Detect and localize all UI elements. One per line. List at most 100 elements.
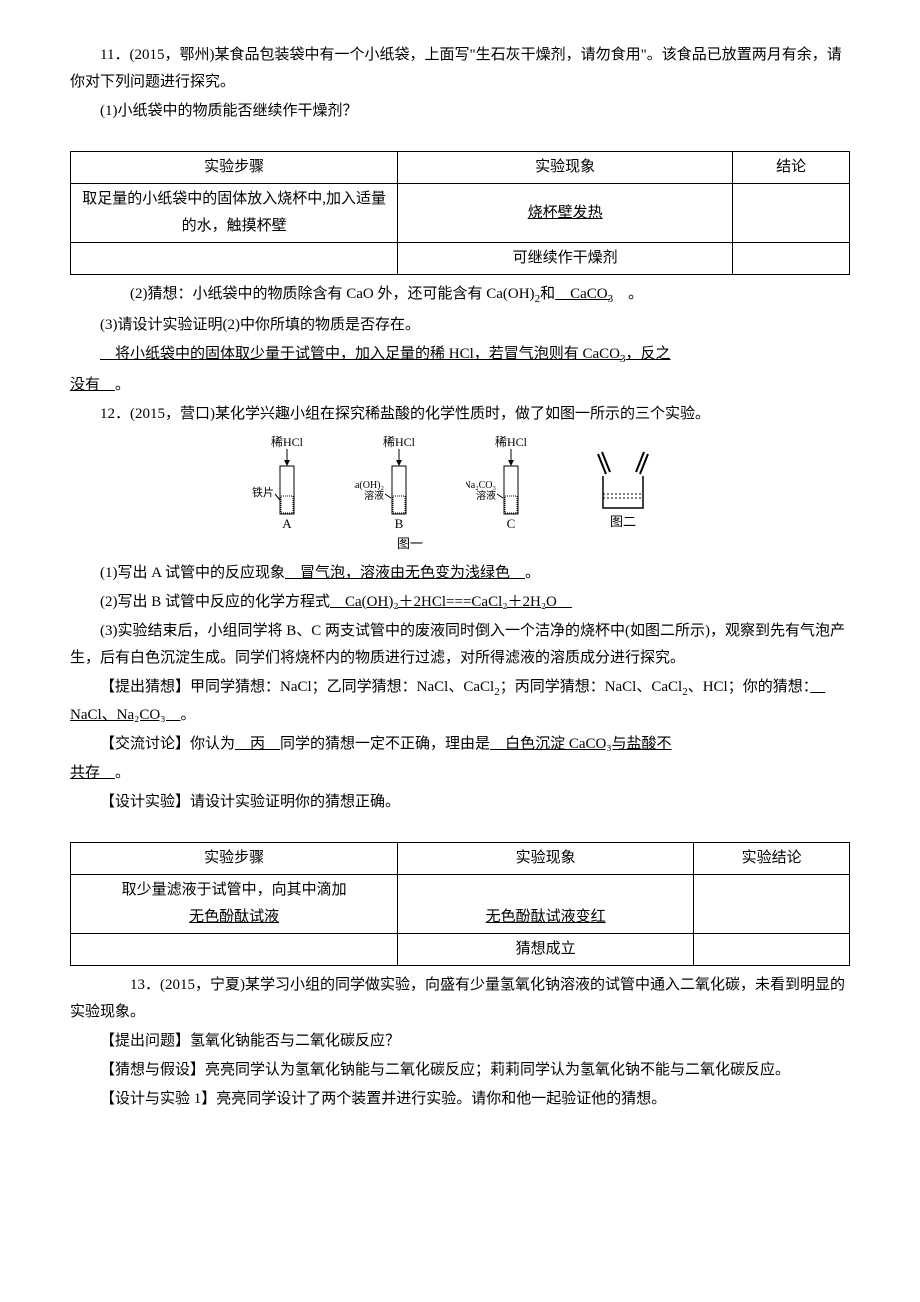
- q12-r2-obs: 猜想成立: [398, 934, 694, 966]
- tube-a: 稀HCl 铁片 A: [252, 436, 322, 539]
- q11-p3-ans-a-text: 将小纸袋中的固体取少量于试管中，加入足量的稀 HCl，若冒气泡则有 CaCO: [100, 346, 620, 362]
- guess-label: 【提出猜想】: [100, 679, 190, 695]
- sol-label-b: 溶液: [364, 489, 384, 502]
- spacer: [70, 127, 850, 145]
- q11-r1-obs-text: 烧杯壁发热: [528, 205, 603, 221]
- tube-b-svg: 稀HCl Ca(OH)₂ 溶液 B: [354, 436, 434, 531]
- tube-c: 稀HCl Na₂CO₃ 溶液 C: [466, 436, 546, 539]
- table-row: 取足量的小纸袋中的固体放入烧杯中,加入适量的水，触摸杯壁 烧杯壁发热: [71, 184, 850, 243]
- beaker-outline: [603, 476, 643, 508]
- tube-b: 稀HCl Ca(OH)₂ 溶液 B: [354, 436, 434, 539]
- q11-r1-step: 取足量的小纸袋中的固体放入烧杯中,加入适量的水，触摸杯壁: [71, 184, 398, 243]
- tube-liquid: [281, 496, 293, 513]
- q11-stem: 11．(2015，鄂州)某食品包装袋中有一个小纸袋，上面写"生石灰干燥剂，请勿食…: [70, 42, 850, 96]
- iron-label: 铁片: [252, 486, 274, 499]
- na2co3-label: Na₂CO₃: [466, 480, 496, 491]
- design-label: 【设计实验】: [100, 794, 190, 810]
- q11-p3: (3)请设计实验证明(2)中你所填的物质是否存在。: [70, 312, 850, 339]
- q11-p3-ans-c: 没有: [70, 377, 115, 393]
- arrow-head-c: [508, 460, 514, 466]
- q11-p2-prefix: (2)猜想：小纸袋中的物质除含有 CaO 外，还可能含有 Ca(OH): [130, 286, 535, 302]
- table-row: 实验步骤 实验现象 实验结论: [71, 843, 850, 875]
- q13-ask: 【提出问题】氢氧化钠能否与二氧化碳反应？: [70, 1028, 850, 1055]
- table-row: 可继续作干燥剂: [71, 243, 850, 275]
- beaker-fig2: 图二: [578, 436, 668, 539]
- q12-r1-conc: [694, 875, 850, 934]
- table-row: 取少量滤液于试管中，向其中滴加 无色酚酞试液 无色酚酞试液变红: [71, 875, 850, 934]
- discuss-end: 。: [115, 765, 130, 781]
- guess-b: ；丙同学猜想：NaCl、CaCl: [500, 679, 683, 695]
- q11-p2-blank: CaCO3: [555, 286, 613, 302]
- q11-r2-conc: [733, 243, 850, 275]
- q11-p3-ans-line1: 将小纸袋中的固体取少量于试管中，加入足量的稀 HCl，若冒气泡则有 CaCO3，…: [70, 341, 850, 370]
- q11-p3-ans-b-text: ，反之: [626, 346, 671, 362]
- design-text: 请设计实验证明你的猜想正确。: [190, 794, 400, 810]
- q12-p1-end: 。: [525, 565, 540, 581]
- discuss-ans1: 丙: [235, 736, 280, 752]
- q13-number: 13．: [130, 977, 160, 993]
- q11-p3-ans-a: 将小纸袋中的固体取少量于试管中，加入足量的稀 HCl，若冒气泡则有 CaCO3，…: [100, 346, 671, 362]
- beaker-svg: 图二: [578, 436, 668, 531]
- label-fig2: 图二: [610, 514, 636, 529]
- q11-th-step: 实验步骤: [71, 152, 398, 184]
- q11-p2-and: 和: [540, 286, 555, 302]
- q11-p2: (2)猜想：小纸袋中的物质除含有 CaO 外，还可能含有 Ca(OH)2和 Ca…: [70, 281, 850, 310]
- des-text: 亮亮同学设计了两个装置并进行实验。请你和他一起验证他的猜想。: [216, 1091, 666, 1107]
- q11-p1: (1)小纸袋中的物质能否继续作干燥剂？: [70, 98, 850, 125]
- hyp-text: 亮亮同学认为氢氧化钠能与二氧化碳反应；莉莉同学认为氢氧化钠不能与二氧化碳反应。: [205, 1062, 790, 1078]
- hcl-label-c: 稀HCl: [495, 436, 528, 449]
- q12-th-obs: 实验现象: [398, 843, 694, 875]
- q11-p3-ans-line2: 没有 。: [70, 372, 850, 399]
- q12-stem: 12．(2015，营口)某化学兴趣小组在探究稀盐酸的化学性质时，做了如图一所示的…: [70, 401, 850, 428]
- q12-p2-prefix: (2)写出 B 试管中反应的化学方程式: [100, 594, 330, 610]
- q12-figure: 稀HCl 铁片 A 稀HCl Ca(OH)₂ 溶液 B 稀HCl: [70, 436, 850, 556]
- ask-label: 【提出问题】: [100, 1033, 190, 1049]
- q11-source: (2015，鄂州): [129, 47, 214, 63]
- q12-p1-prefix: (1)写出 A 试管中的反应现象: [100, 565, 285, 581]
- q12-guess: 【提出猜想】甲同学猜想：NaCl；乙同学猜想：NaCl、CaCl2；丙同学猜想：…: [70, 674, 850, 730]
- hyp-label: 【猜想与假设】: [100, 1062, 205, 1078]
- q12-th-conc: 实验结论: [694, 843, 850, 875]
- q11-r2-obs: 可继续作干燥剂: [398, 243, 733, 275]
- guess-c: 、HCl；你的猜想：: [688, 679, 811, 695]
- guess-end: 。: [180, 707, 195, 723]
- q12-source: (2015，营口): [130, 406, 215, 422]
- tube-liquid-b: [393, 496, 405, 513]
- des-label: 【设计与实验 1】: [100, 1091, 216, 1107]
- q12-discuss: 【交流讨论】你认为 丙 同学的猜想一定不正确，理由是 白色沉淀 CaCO₃与盐酸…: [70, 731, 850, 758]
- sol-arrow-b: [385, 494, 391, 498]
- label-b: B: [395, 516, 404, 531]
- q12-p1: (1)写出 A 试管中的反应现象 冒气泡，溶液由无色变为浅绿色 。: [70, 560, 850, 587]
- q11-table: 实验步骤 实验现象 结论 取足量的小纸袋中的固体放入烧杯中,加入适量的水，触摸杯…: [70, 151, 850, 275]
- q12-r1-step-b: 无色酚酞试液: [189, 909, 279, 925]
- q11-r1-conc: [733, 184, 850, 243]
- ask-text: 氢氧化钠能否与二氧化碳反应？: [190, 1033, 400, 1049]
- q11-p2-blank-text: CaCO: [555, 286, 608, 302]
- q12-number: 12．: [100, 406, 130, 422]
- q12-p1-ans: 冒气泡，溶液由无色变为浅绿色: [285, 565, 525, 581]
- q13-des: 【设计与实验 1】亮亮同学设计了两个装置并进行实验。请你和他一起验证他的猜想。: [70, 1086, 850, 1113]
- label-a: A: [283, 516, 293, 531]
- discuss-b: 同学的猜想一定不正确，理由是: [280, 736, 490, 752]
- q12-r2-step: [71, 934, 398, 966]
- tube-a-svg: 稀HCl 铁片 A: [252, 436, 322, 531]
- q12-design: 【设计实验】请设计实验证明你的猜想正确。: [70, 789, 850, 816]
- q11-th-obs: 实验现象: [398, 152, 733, 184]
- table-row: 猜想成立: [71, 934, 850, 966]
- hcl-label-b: 稀HCl: [383, 436, 416, 449]
- q12-text: 某化学兴趣小组在探究稀盐酸的化学性质时，做了如图一所示的三个实验。: [215, 406, 710, 422]
- q12-p2-ans: Ca(OH)₂＋2HCl===CaCl₂＋2H₂O: [330, 594, 572, 610]
- q12-r1-step: 取少量滤液于试管中，向其中滴加 无色酚酞试液: [71, 875, 398, 934]
- q12-r1-step-a: 取少量滤液于试管中，向其中滴加: [122, 882, 347, 898]
- iron-arrow: [275, 494, 280, 500]
- discuss-ans2: 白色沉淀 CaCO₃与盐酸不: [490, 736, 671, 752]
- sol-arrow-c: [497, 494, 503, 498]
- q13-stem: 13．(2015，宁夏)某学习小组的同学做实验，向盛有少量氢氧化钠溶液的试管中通…: [70, 972, 850, 1026]
- discuss-ans3: 共存: [70, 765, 115, 781]
- q11-th-conc: 结论: [733, 152, 850, 184]
- arrow-head: [284, 460, 290, 466]
- q12-r2-conc: [694, 934, 850, 966]
- hcl-label-a: 稀HCl: [271, 436, 304, 449]
- q12-discuss-line2: 共存 。: [70, 760, 850, 787]
- discuss-a: 你认为: [190, 736, 235, 752]
